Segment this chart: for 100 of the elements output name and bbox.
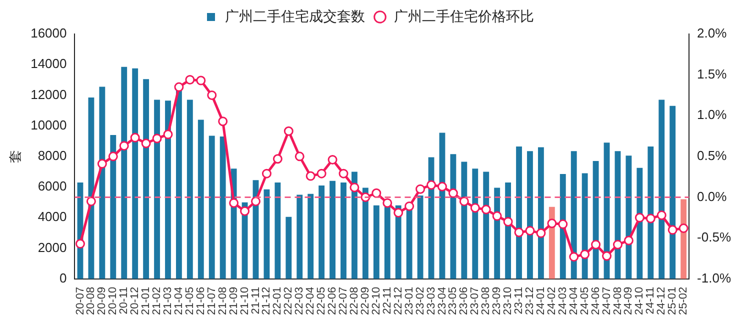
point xyxy=(448,188,458,198)
x-tick-label: 21-09 xyxy=(228,286,240,316)
bar xyxy=(670,106,676,279)
y2-tick-label: 0.5% xyxy=(697,148,728,164)
point xyxy=(141,138,151,148)
point xyxy=(481,204,491,214)
point xyxy=(240,206,250,216)
bar xyxy=(384,206,390,279)
point xyxy=(97,159,107,169)
point xyxy=(328,154,338,164)
point xyxy=(612,240,622,250)
x-tick-label: 21-05 xyxy=(184,286,196,316)
x-tick-label: 23-04 xyxy=(436,286,448,316)
bar xyxy=(220,136,226,279)
x-tick-label: 22-12 xyxy=(392,286,404,316)
bar xyxy=(527,151,533,279)
point xyxy=(634,212,644,222)
x-tick-label: 20-09 xyxy=(96,286,108,316)
x-tick-label: 22-05 xyxy=(316,286,328,316)
point xyxy=(656,210,666,220)
point xyxy=(108,152,118,162)
y2-tick-label: -1.0% xyxy=(697,270,732,286)
x-tick-label: 24-08 xyxy=(612,286,624,316)
bar xyxy=(99,86,106,279)
y-tick-label: 4000 xyxy=(38,209,67,224)
x-tick-label: 23-02 xyxy=(414,286,426,316)
x-tick-label: 24-03 xyxy=(556,286,569,316)
x-tick-label: 21-06 xyxy=(194,286,207,316)
point xyxy=(558,219,568,229)
point xyxy=(250,196,260,206)
y2-tick-label: 1.5% xyxy=(697,66,728,82)
x-tick-label: 23-05 xyxy=(447,286,460,316)
x-tick-label: 21-03 xyxy=(162,286,174,316)
bar xyxy=(274,182,281,279)
x-tick-label: 22-04 xyxy=(304,286,317,316)
legend-label: 广州二手住宅成交套数 xyxy=(225,8,365,24)
bar xyxy=(461,162,468,279)
bar xyxy=(658,100,665,279)
point xyxy=(624,236,634,246)
y2-tick-label: 0.0% xyxy=(697,188,728,204)
point xyxy=(350,182,360,192)
point xyxy=(646,214,656,224)
bar xyxy=(198,120,204,279)
point xyxy=(547,218,557,228)
x-tick-label: 24-06 xyxy=(590,286,602,316)
y-tick-label: 8000 xyxy=(38,148,67,164)
point xyxy=(525,226,535,236)
x-tick-label: 22-06 xyxy=(326,286,339,316)
x-tick-label: 21-04 xyxy=(172,286,185,316)
x-tick-label: 21-07 xyxy=(206,286,218,316)
x-tick-label: 22-10 xyxy=(370,286,382,316)
bar xyxy=(88,98,94,279)
x-tick-label: 22-11 xyxy=(381,286,394,314)
point xyxy=(262,168,272,178)
point xyxy=(437,182,447,192)
x-tick-label: 24-02 xyxy=(546,286,558,316)
bar xyxy=(186,100,193,279)
y-tick-label: 6000 xyxy=(38,178,67,194)
point xyxy=(591,240,601,250)
x-tick-label: 23-09 xyxy=(491,286,504,316)
bar xyxy=(286,216,292,279)
point xyxy=(294,152,304,162)
x-tick-label: 24-01 xyxy=(534,286,547,316)
point xyxy=(678,224,688,234)
point xyxy=(338,168,348,178)
x-tick-label: 22-02 xyxy=(282,286,295,316)
point xyxy=(86,196,96,206)
x-tick-label: 21-08 xyxy=(216,286,229,316)
point xyxy=(163,130,173,140)
bar xyxy=(132,68,138,279)
x-tick-label: 25-01 xyxy=(666,286,679,316)
x-tick-label: 20-11 xyxy=(118,286,130,314)
bar xyxy=(417,195,424,279)
x-tick-label: 21-01 xyxy=(140,286,152,316)
x-tick-label: 22-07 xyxy=(338,286,350,316)
point xyxy=(174,82,184,92)
y-tick-label: 0 xyxy=(60,270,67,286)
x-tick-label: 21-02 xyxy=(151,286,164,316)
bar xyxy=(570,151,577,279)
bar xyxy=(538,147,544,279)
y2-tick-label: -0.5% xyxy=(697,230,732,245)
x-tick-label: 20-10 xyxy=(107,286,120,316)
point xyxy=(394,208,404,218)
bar xyxy=(308,194,314,279)
point xyxy=(426,180,436,190)
point xyxy=(459,196,469,206)
x-tick-label: 24-05 xyxy=(578,286,591,316)
bar xyxy=(176,90,182,279)
point xyxy=(152,134,162,144)
x-tick-label: 23-01 xyxy=(403,286,416,316)
point xyxy=(382,198,392,208)
y2-tick-label: 1.0% xyxy=(697,107,728,122)
bar xyxy=(330,180,336,279)
point xyxy=(229,198,239,208)
x-tick-label: 23-03 xyxy=(425,286,438,316)
point xyxy=(119,141,129,151)
point xyxy=(416,184,426,194)
bar xyxy=(505,182,512,279)
x-tick-label: 22-03 xyxy=(294,286,306,316)
point xyxy=(207,90,217,100)
